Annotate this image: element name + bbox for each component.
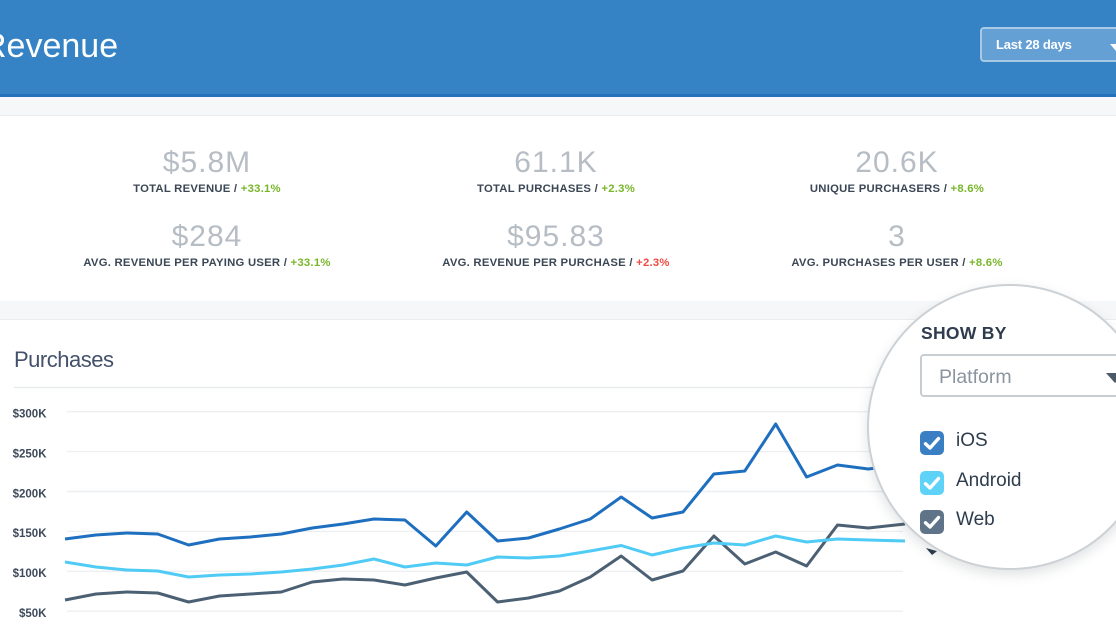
svg-text:$50K: $50K [19, 608, 47, 620]
svg-text:$300K: $300K [13, 409, 48, 421]
svg-text:$200K: $200K [13, 488, 48, 500]
svg-text:$150K: $150K [13, 528, 48, 540]
svg-text:$250K: $250K [13, 448, 48, 460]
svg-text:$100K: $100K [13, 568, 48, 580]
